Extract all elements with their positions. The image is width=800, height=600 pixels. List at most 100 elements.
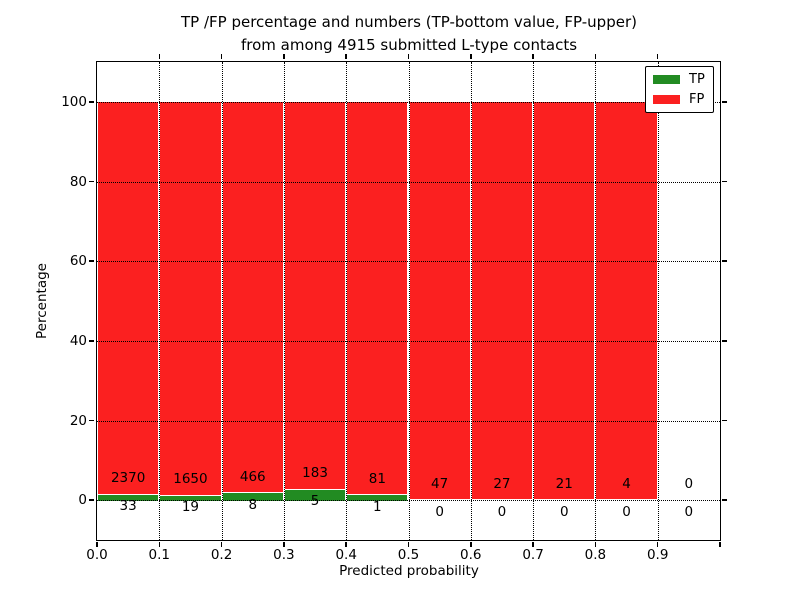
fp-count-label: 4 <box>622 475 631 492</box>
fp-count-label: 27 <box>493 475 511 492</box>
y-tick <box>89 101 94 103</box>
x-tick <box>220 542 223 547</box>
x-tick-label: 0.5 <box>397 547 420 563</box>
fp-bar <box>222 101 283 493</box>
x-tick <box>594 542 597 547</box>
fp-bar <box>160 101 221 495</box>
x-tick-top <box>158 54 161 59</box>
x-tick-label: 0.4 <box>335 547 357 563</box>
x-tick-top <box>407 54 410 59</box>
tp-bar <box>347 495 408 502</box>
h-gridline <box>97 420 720 422</box>
x-tick <box>656 542 659 547</box>
x-tick-label: 0.7 <box>522 547 544 563</box>
y-axis-label: Percentage <box>34 263 50 339</box>
y-tick-label: 20 <box>69 412 87 429</box>
y-tick-right <box>722 180 727 183</box>
fp-count-label: 47 <box>431 475 449 492</box>
y-tick-label: 80 <box>69 173 87 190</box>
fp-count-label: 183 <box>302 465 328 482</box>
tp-count-label: 0 <box>684 503 694 520</box>
h-gridline <box>97 181 720 183</box>
fp-bar <box>596 101 657 500</box>
fp-count-label: 0 <box>684 475 694 492</box>
legend-label-fp: FP <box>689 92 705 107</box>
tp-count-label: 5 <box>310 493 320 510</box>
tp-count-label: 8 <box>248 496 258 513</box>
x-tick-top <box>594 54 597 59</box>
y-tick-right <box>722 101 727 103</box>
v-gridline <box>159 62 161 540</box>
x-tick-label: 0.2 <box>210 547 233 563</box>
x-tick-label: 0.9 <box>646 547 669 563</box>
x-axis-label: Predicted probability <box>339 563 479 579</box>
tp-bar <box>160 495 221 502</box>
y-tick-right <box>722 260 727 262</box>
tp-count-label: 1 <box>373 498 382 515</box>
legend: TP FP <box>645 66 714 113</box>
legend-label-tp: TP <box>689 72 705 87</box>
x-tick <box>158 542 161 547</box>
tp-count-label: 0 <box>559 503 569 520</box>
fp-count-label: 2370 <box>110 470 146 487</box>
tp-count-label: 19 <box>181 499 200 516</box>
fp-bar <box>284 101 346 489</box>
tp-bar <box>98 494 159 502</box>
chart-title-line2: from among 4915 submitted L-type contact… <box>240 36 578 54</box>
fp-count-label: 1650 <box>173 471 208 488</box>
tp-count-label: 0 <box>435 503 444 520</box>
legend-row: TP <box>653 73 705 86</box>
fp-count-label: 81 <box>368 470 386 487</box>
fp-bar <box>534 101 595 500</box>
chart-title-line1: TP /FP percentage and numbers (TP-bottom… <box>181 13 637 31</box>
v-gridline <box>470 62 472 540</box>
x-tick-label: 0.3 <box>273 547 295 563</box>
tp-count-label: 0 <box>622 503 631 520</box>
v-gridline <box>533 62 535 540</box>
fp-bar <box>409 101 470 500</box>
y-tick <box>89 419 94 422</box>
fp-bar <box>471 101 533 500</box>
v-gridline <box>408 62 410 540</box>
chart-title: TP /FP percentage and numbers (TP-bottom… <box>96 11 722 57</box>
x-tick-top <box>220 54 223 59</box>
plot-area: 2370 33 1650 19 466 8 183 5 81 1 47 0 27 0 21 0 4 0 0 0 0.0 0… <box>61 54 727 563</box>
tp-bar <box>284 489 346 502</box>
x-tick <box>96 542 98 547</box>
h-gridline <box>97 261 720 263</box>
v-gridline <box>283 62 285 540</box>
v-gridline <box>595 62 597 540</box>
legend-row: FP <box>653 93 705 106</box>
y-tick <box>89 340 94 342</box>
fp-bar <box>347 101 408 495</box>
x-tick-label: 0.0 <box>86 547 108 563</box>
x-tick-top <box>656 54 659 59</box>
tp-count-label: 33 <box>119 498 137 515</box>
h-gridline <box>97 500 720 502</box>
v-gridline <box>221 62 223 540</box>
legend-swatch-tp <box>653 75 680 84</box>
h-gridline <box>97 101 720 103</box>
legend-swatch-fp <box>653 95 680 104</box>
x-tick <box>719 542 721 547</box>
y-tick-label: 60 <box>69 253 87 270</box>
x-tick <box>283 542 285 547</box>
x-tick-label: 0.8 <box>584 547 607 563</box>
y-tick-right <box>722 419 727 422</box>
x-tick-top <box>470 54 472 59</box>
x-tick-label: 0.6 <box>460 547 482 563</box>
y-tick-right <box>722 499 727 501</box>
x-tick <box>470 542 472 547</box>
x-tick-top <box>345 54 347 59</box>
x-tick <box>407 542 410 547</box>
x-tick-top <box>283 54 285 59</box>
fp-count-label: 466 <box>239 468 266 485</box>
y-tick-label: 40 <box>69 332 87 349</box>
x-tick <box>532 542 534 547</box>
x-tick <box>345 542 347 547</box>
y-tick <box>89 180 94 183</box>
y-tick-label: 0 <box>78 492 87 509</box>
v-gridline <box>346 62 348 540</box>
tp-bar <box>222 493 283 502</box>
